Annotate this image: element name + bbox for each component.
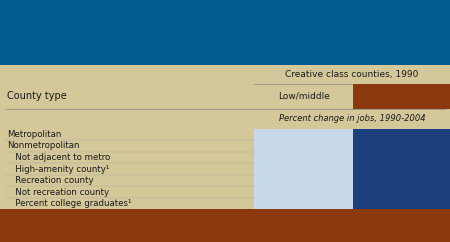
- Text: 32: 32: [298, 176, 310, 185]
- Text: other nonmetro counties: other nonmetro counties: [7, 42, 167, 52]
- Text: Percent college graduates¹: Percent college graduates¹: [7, 199, 131, 208]
- Text: 31: 31: [298, 130, 310, 139]
- Text: Low/middle: Low/middle: [278, 92, 330, 101]
- Text: ¹Ranked in top quarter of all counties.: ¹Ranked in top quarter of all counties.: [7, 215, 153, 224]
- Text: Source:  Bureau of Economic Analysis, Regional Economic Information System files: Source: Bureau of Economic Analysis, Reg…: [7, 228, 326, 237]
- Text: 61: 61: [396, 176, 408, 185]
- Text: Not recreation county: Not recreation county: [7, 188, 109, 197]
- Text: 40: 40: [396, 153, 408, 162]
- Text: 16: 16: [298, 199, 310, 208]
- Text: Recreation county: Recreation county: [7, 176, 94, 185]
- Text: 28: 28: [396, 188, 408, 197]
- Text: Percent change in jobs, 1990-2004: Percent change in jobs, 1990-2004: [279, 114, 425, 123]
- Text: 16: 16: [298, 153, 310, 162]
- Text: Not adjacent to metro: Not adjacent to metro: [7, 153, 110, 162]
- Text: 46: 46: [395, 199, 408, 208]
- Text: Nonmetropolitan: Nonmetropolitan: [7, 142, 79, 151]
- Text: 18: 18: [298, 142, 310, 151]
- Text: High creative-class nonmetro counties gained jobs faster than: High creative-class nonmetro counties ga…: [7, 18, 410, 28]
- Text: Creative class counties, 1990: Creative class counties, 1990: [285, 70, 419, 79]
- Text: County type: County type: [7, 91, 67, 101]
- Text: 44: 44: [395, 142, 408, 151]
- Text: 60: 60: [396, 165, 408, 174]
- Text: High-amenity county¹: High-amenity county¹: [7, 165, 109, 174]
- Text: 16: 16: [298, 188, 310, 197]
- Text: 26: 26: [298, 165, 310, 174]
- Text: High¹: High¹: [388, 92, 415, 101]
- Text: Metropolitan: Metropolitan: [7, 130, 61, 139]
- Text: 39: 39: [395, 130, 408, 139]
